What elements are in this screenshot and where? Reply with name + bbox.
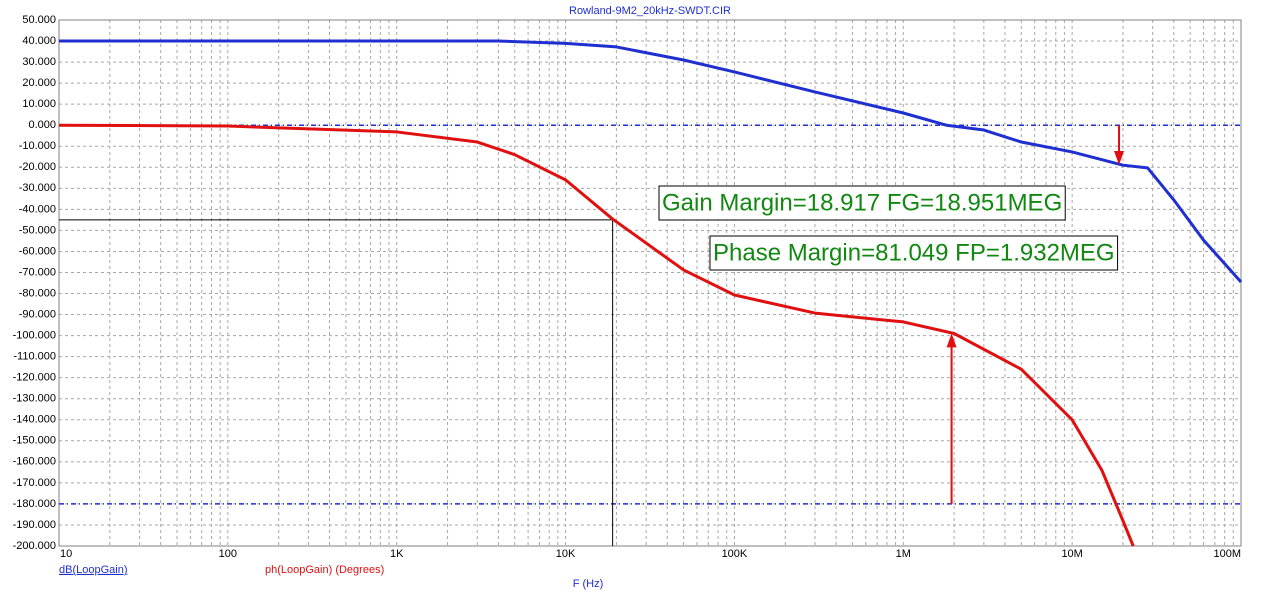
y-tick-label: -200.000 [13,540,56,552]
legend-entry: dB(LoopGain) [59,564,128,576]
annotation: Phase Margin=81.049 FP=1.932MEG [713,239,1115,266]
y-tick-label: 20.000 [22,77,56,89]
y-tick-label: -100.000 [13,330,56,342]
annotation: Gain Margin=18.917 FG=18.951MEG [662,189,1062,216]
y-tick-label: -70.000 [19,266,56,278]
y-tick-label: -30.000 [19,182,56,194]
y-tick-label: -190.000 [13,519,56,531]
y-tick-label: -180.000 [13,498,56,510]
chart-title: Rowland-9M2_20kHz-SWDT.CIR [569,5,731,17]
y-tick-label: -50.000 [19,224,56,236]
arrow-head [946,333,957,348]
y-tick-label: -110.000 [13,351,56,363]
arrow-head [1114,151,1125,166]
y-tick-label: -140.000 [13,414,56,426]
x-tick-label: 10K [556,548,576,560]
y-tick-label: 10.000 [22,98,56,110]
y-tick-label: -10.000 [19,140,56,152]
y-tick-label: -60.000 [19,245,56,257]
y-tick-label: -130.000 [13,393,56,405]
y-tick-label: -80.000 [19,287,56,299]
x-tick-label: 100 [219,548,237,560]
y-tick-label: -150.000 [13,435,56,447]
y-tick-label: -170.000 [13,477,56,489]
annotation-box [658,185,1066,221]
x-tick-label: 100M [1213,548,1241,560]
series-line [58,123,1135,547]
x-tick-label: 10 [60,548,72,560]
y-tick-label: -40.000 [19,203,56,215]
x-tick-label: 10M [1061,548,1082,560]
x-tick-label: 1M [896,548,911,560]
y-tick-label: 50.000 [22,14,56,26]
y-tick-label: -90.000 [19,308,56,320]
y-tick-label: -120.000 [13,372,56,384]
x-tick-label: 100K [722,548,748,560]
x-tick-label: 1K [390,548,404,560]
x-axis-label: F (Hz) [573,578,604,590]
series-line [59,39,1243,283]
y-tick-label: -20.000 [19,161,56,173]
y-tick-label: 30.000 [22,56,56,68]
legend-entry: ph(LoopGain) (Degrees) [265,564,384,576]
y-tick-label: -160.000 [13,456,56,468]
y-tick-label: 0.000 [28,119,56,131]
y-tick-label: 40.000 [22,35,56,47]
plot-frame [58,19,1242,547]
annotation-box [709,235,1119,271]
